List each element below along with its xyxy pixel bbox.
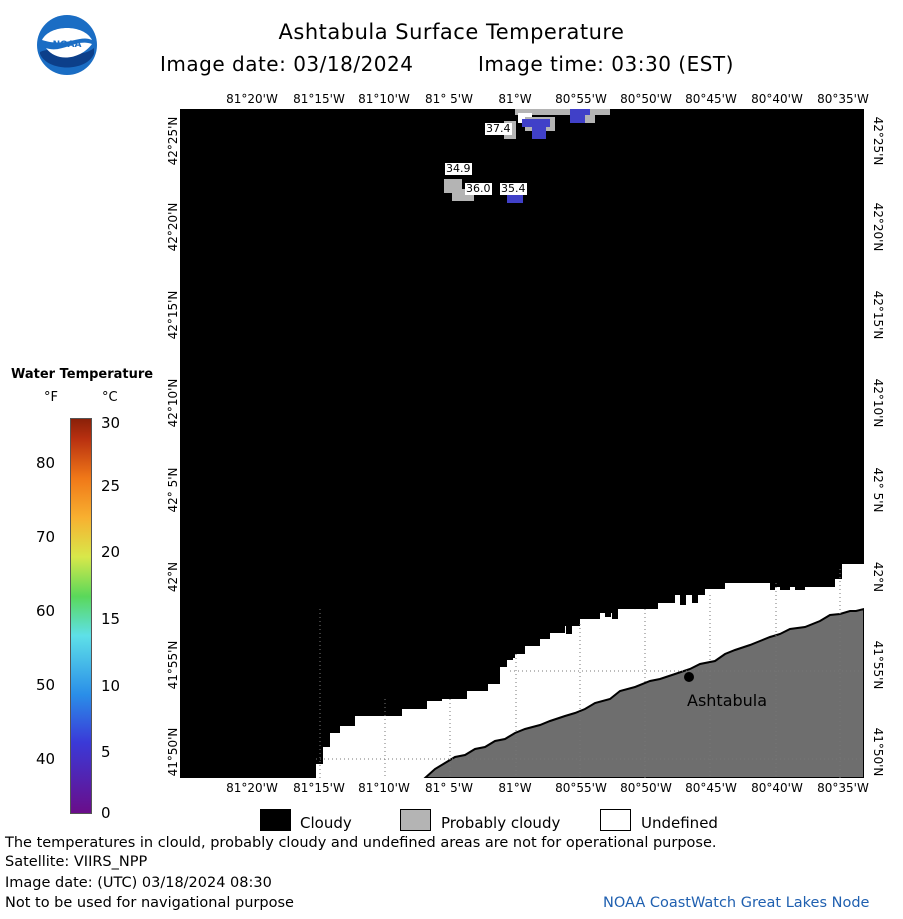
lat-tick-label: 42°25'N [166, 116, 180, 166]
lon-tick-label: 80°50'W [620, 781, 672, 795]
lon-tick-label: 80°55'W [555, 92, 607, 106]
lon-tick-label: 80°55'W [555, 781, 607, 795]
image-time: Image time: 03:30 (EST) [478, 52, 734, 76]
lon-tick-label: 81° 5'W [425, 781, 473, 795]
lat-tick-label: 42°10'N [166, 378, 180, 428]
temp-label: 36.0 [465, 182, 492, 195]
cloudy-label: Cloudy [300, 814, 352, 832]
legend-unit-f: °F [44, 390, 58, 405]
lat-tick-label: 41°55'N [166, 640, 180, 690]
lat-tick-label: 42°15'N [166, 290, 180, 340]
temp-label: 37.4 [485, 122, 512, 135]
legend-unit-c: °C [102, 390, 118, 405]
lat-tick-label: 41°50'N [166, 727, 180, 777]
legend-c-tick: 30 [101, 414, 121, 432]
noaa-logo-icon: NOAA [36, 14, 98, 76]
lat-tick-label: 42°15'N [871, 290, 885, 340]
lon-tick-label: 81°10'W [358, 92, 410, 106]
city-label: Ashtabula [687, 691, 768, 710]
lon-tick-label: 80°40'W [751, 781, 803, 795]
legend-c-tick: 0 [101, 804, 111, 822]
lon-tick-label: 81°15'W [293, 781, 345, 795]
credit-link[interactable]: NOAA CoastWatch Great Lakes Node [603, 895, 870, 911]
lon-tick-label: 80°45'W [685, 781, 737, 795]
satellite-info: Satellite: VIIRS_NPP [5, 854, 148, 870]
lon-tick-label: 81°W [498, 92, 532, 106]
lat-tick-label: 42° 5'N [871, 467, 885, 513]
lon-tick-label: 81°20'W [226, 781, 278, 795]
legend-f-tick: 50 [36, 676, 56, 694]
legend-f-tick: 60 [36, 602, 56, 620]
lat-tick-label: 42°10'N [871, 378, 885, 428]
lon-tick-label: 80°35'W [817, 781, 869, 795]
lon-tick-label: 80°35'W [817, 92, 869, 106]
lon-tick-label: 80°40'W [751, 92, 803, 106]
page-title: Ashtabula Surface Temperature [278, 20, 625, 44]
legend-title: Water Temperature [11, 367, 154, 382]
undefined-swatch [600, 809, 631, 831]
color-scale-bar [70, 418, 92, 814]
temp-label: 35.4 [500, 182, 527, 195]
cloudy-swatch [260, 809, 291, 831]
lon-tick-label: 81°20'W [226, 92, 278, 106]
disclaimer: The temperatures in clould, probably clo… [5, 835, 717, 851]
legend-f-tick: 80 [36, 454, 56, 472]
lon-tick-label: 80°50'W [620, 92, 672, 106]
temperature-map[interactable]: 37.4 34.9 36.0 35.4 Ashtabula [180, 109, 864, 778]
lat-tick-label: 41°55'N [871, 640, 885, 690]
lon-tick-label: 81°15'W [293, 92, 345, 106]
legend-c-tick: 15 [101, 610, 121, 628]
lat-tick-label: 42°20'N [166, 202, 180, 252]
lat-tick-label: 42°20'N [871, 202, 885, 252]
nav-warning: Not to be used for navigational purpose [5, 895, 294, 911]
undefined-label: Undefined [641, 814, 718, 832]
lon-tick-label: 81° 5'W [425, 92, 473, 106]
lat-tick-label: 42°N [871, 561, 885, 593]
legend-f-tick: 40 [36, 750, 56, 768]
legend-f-tick: 70 [36, 528, 56, 546]
lat-tick-label: 42°N [166, 561, 180, 593]
temp-label: 34.9 [445, 162, 472, 175]
probably-cloudy-label: Probably cloudy [441, 814, 561, 832]
legend-c-tick: 5 [101, 743, 111, 761]
image-date: Image date: 03/18/2024 [160, 52, 414, 76]
legend-c-tick: 25 [101, 477, 121, 495]
lat-tick-label: 42° 5'N [166, 467, 180, 513]
lon-tick-label: 80°45'W [685, 92, 737, 106]
probably-cloudy-swatch [400, 809, 431, 831]
noaa-logo-text: NOAA [53, 40, 82, 50]
city-marker-icon [684, 672, 694, 682]
utc-date: Image date: (UTC) 03/18/2024 08:30 [5, 875, 272, 891]
lon-tick-label: 81°W [498, 781, 532, 795]
legend-c-tick: 10 [101, 677, 121, 695]
lat-tick-label: 41°50'N [871, 727, 885, 777]
legend-c-tick: 20 [101, 543, 121, 561]
lat-tick-label: 42°25'N [871, 116, 885, 166]
lon-tick-label: 81°10'W [358, 781, 410, 795]
